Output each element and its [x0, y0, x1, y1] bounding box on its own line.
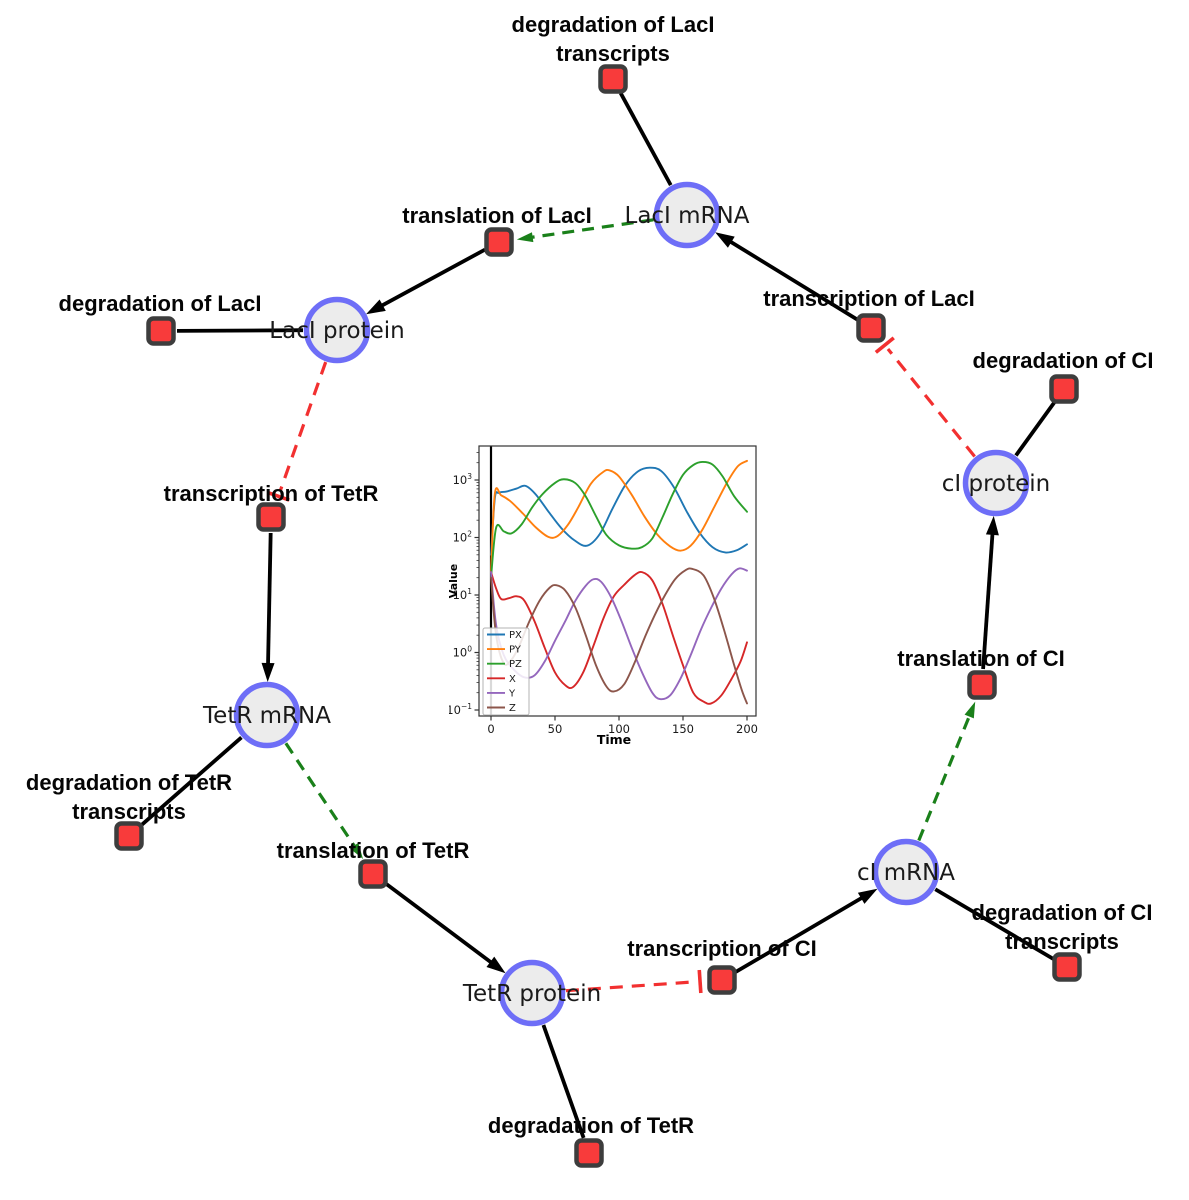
legend-entry-PY: PY	[509, 645, 522, 656]
chart-series-X	[490, 570, 748, 705]
svg-text:200: 200	[736, 722, 758, 736]
species-node-ci-protein[interactable]	[962, 449, 1030, 517]
reaction-node-degradation-of-laci-transcripts[interactable]	[598, 64, 628, 94]
reaction-label-degradation-of-laci-transcripts-line2: transcripts	[556, 41, 670, 66]
chart-series-PZ	[490, 460, 748, 579]
chart-series-PX	[490, 466, 748, 556]
edge-reactant-laci-protein-degradation-of-laci	[176, 328, 304, 333]
legend-entry-PZ: PZ	[509, 659, 522, 670]
species-node-ci-mrna[interactable]	[872, 838, 940, 906]
reaction-label-translation-of-ci: translation of CI	[897, 646, 1064, 671]
svg-text:100: 100	[453, 645, 473, 660]
reaction-node-transcription-of-laci[interactable]	[856, 313, 886, 343]
edge-inhibition-ci-protein-transcription-of-laci	[874, 336, 976, 458]
chart-spines	[478, 445, 757, 717]
chart-series-PY	[490, 459, 748, 574]
reaction-label-translation-of-tetr: translation of TetR	[277, 838, 470, 863]
reaction-node-degradation-of-ci-transcripts[interactable]	[1052, 952, 1082, 982]
species-label-tetr-protein: TetR protein	[462, 981, 601, 1007]
chart-xlabel: Time	[597, 732, 631, 747]
reaction-label-degradation-of-ci-transcripts-line2: transcripts	[1005, 929, 1119, 954]
edge-product-translation-of-tetr-tetr-protein	[384, 882, 506, 974]
legend-entry-X: X	[509, 674, 516, 685]
chart-ticks: 0 50 100 150 200 10−1 100 101 102 103	[449, 452, 758, 736]
species-node-tetr-mrna[interactable]	[233, 681, 301, 749]
reaction-label-degradation-of-ci-transcripts: degradation of CI	[972, 900, 1153, 925]
reaction-label-transcription-of-tetr: transcription of TetR	[164, 481, 379, 506]
edge-modifier-ci-mrna-translation-of-ci	[917, 701, 976, 842]
chart-legend: PX PY PZ XYZ	[482, 627, 530, 716]
edge-product-transcription-of-tetr-tetr-mrna	[261, 532, 275, 683]
edge-reactant-laci-mrna-degradation-of-laci-transcripts	[618, 92, 673, 187]
reaction-node-transcription-of-ci[interactable]	[707, 965, 737, 995]
reaction-node-degradation-of-tetr-transcripts[interactable]	[114, 821, 144, 851]
edge-inhibition-tetr-protein-transcription-of-ci	[565, 969, 703, 994]
edge-product-transcription-of-ci-ci-mrna	[734, 888, 878, 974]
inset-timeseries-chart: 0 50 100 150 20010−1100101102103TimeValuePXP…	[449, 445, 758, 747]
svg-text:50: 50	[548, 722, 563, 736]
species-label-ci-protein: cI protein	[942, 471, 1051, 497]
edge-reactant-ci-protein-degradation-of-ci	[1014, 400, 1057, 457]
svg-text:10−1: 10−1	[449, 702, 472, 717]
reaction-label-degradation-of-laci: degradation of LacI	[59, 291, 262, 316]
reaction-node-transcription-of-tetr[interactable]	[256, 502, 286, 532]
legend-entry-PX: PX	[509, 630, 522, 641]
reaction-label-degradation-of-tetr: degradation of TetR	[488, 1113, 694, 1138]
reaction-node-degradation-of-ci[interactable]	[1049, 374, 1079, 404]
species-node-laci-protein[interactable]	[303, 296, 371, 364]
species-label-ci-mrna: cI mRNA	[857, 860, 955, 886]
reaction-label-degradation-of-ci: degradation of CI	[973, 348, 1154, 373]
legend-entry-Y: Y	[508, 688, 516, 699]
reaction-node-degradation-of-laci[interactable]	[146, 316, 176, 346]
svg-text:100: 100	[608, 722, 630, 736]
reaction-node-translation-of-ci[interactable]	[967, 670, 997, 700]
edge-inhibition-laci-protein-transcription-of-tetr	[266, 361, 328, 502]
svg-text:101: 101	[453, 587, 473, 602]
species-label-laci-protein: LacI protein	[269, 318, 404, 344]
edge-reactant-tetr-protein-degradation-of-tetr	[541, 1024, 586, 1139]
reaction-node-translation-of-tetr[interactable]	[358, 859, 388, 889]
reaction-label-transcription-of-laci: transcription of LacI	[763, 286, 974, 311]
species-label-laci-mrna: LacI mRNA	[625, 203, 750, 229]
reaction-label-degradation-of-tetr-transcripts-line2: transcripts	[72, 799, 186, 824]
edge-reactant-tetr-mrna-degradation-of-tetr-transcripts	[139, 735, 243, 827]
reaction-label-degradation-of-laci-transcripts: degradation of LacI	[512, 12, 715, 37]
edge-reactant-ci-mrna-degradation-of-ci-transcripts	[934, 887, 1055, 961]
reaction-label-degradation-of-tetr-transcripts: degradation of TetR	[26, 770, 232, 795]
edge-product-transcription-of-laci-laci-mrna	[715, 232, 859, 322]
species-node-laci-mrna[interactable]	[653, 181, 721, 249]
edge-product-translation-of-ci-ci-protein	[981, 515, 999, 670]
edge-modifier-laci-mrna-translation-of-laci	[516, 218, 654, 243]
edge-modifier-tetr-mrna-translation-of-tetr	[284, 742, 364, 860]
species-node-tetr-protein[interactable]	[498, 959, 566, 1027]
reaction-node-translation-of-laci[interactable]	[484, 227, 514, 257]
edge-product-translation-of-laci-laci-protein	[365, 247, 486, 315]
legend-entry-Z: Z	[509, 703, 516, 714]
species-label-tetr-mrna: TetR mRNA	[202, 703, 331, 729]
svg-text:0: 0	[487, 722, 494, 736]
reaction-label-translation-of-laci: translation of LacI	[402, 203, 591, 228]
chart-ylabel: Value	[449, 564, 460, 598]
svg-text:102: 102	[453, 530, 473, 545]
svg-text:103: 103	[453, 472, 473, 487]
reaction-node-degradation-of-tetr[interactable]	[574, 1138, 604, 1168]
reaction-label-transcription-of-ci: transcription of CI	[627, 936, 816, 961]
svg-text:150: 150	[672, 722, 694, 736]
